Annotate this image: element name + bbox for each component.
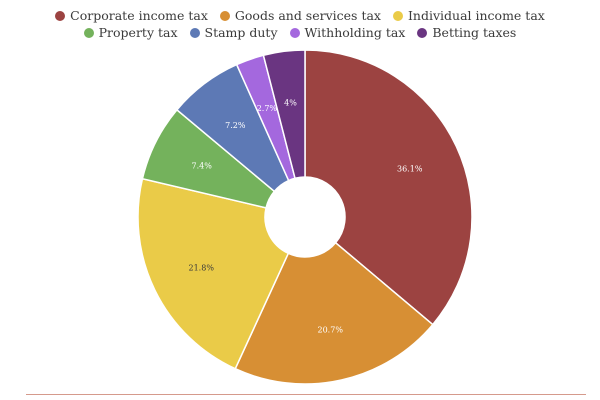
legend-item[interactable]: Withholding tax [289,25,406,40]
legend-label: Betting taxes [432,25,517,40]
legend-label: Property tax [98,25,178,40]
legend-swatch [219,10,230,21]
legend-swatch [55,10,66,21]
bottom-divider [26,394,586,395]
pie-slice[interactable] [304,49,473,326]
slice-label: 7.4% [192,161,213,170]
slice-label: 7.2% [225,121,246,130]
legend-label: Corporate income tax [70,8,208,23]
legend-item[interactable]: Individual income tax [392,8,545,23]
legend-label: Goods and services tax [234,8,381,23]
pie-slice[interactable] [234,241,434,385]
legend-item[interactable]: Corporate income tax [55,8,208,23]
pie-slice[interactable] [262,49,306,180]
legend-swatch [189,27,200,38]
legend-label: Stamp duty [204,25,278,40]
slice-label: 4% [284,98,297,107]
legend-label: Individual income tax [407,8,545,23]
legend-item[interactable]: Goods and services tax [219,8,381,23]
pie-slice[interactable] [137,177,290,370]
slice-label: 20.7% [318,326,344,335]
legend-swatch [392,10,403,21]
legend-label: Withholding tax [304,25,406,40]
legend-item[interactable]: Stamp duty [189,25,278,40]
legend-swatch [83,27,94,38]
legend-swatch [417,27,428,38]
legend-item[interactable]: Betting taxes [417,25,516,40]
legend-item[interactable]: Property tax [83,25,178,40]
slice-label: 21.8% [189,264,215,273]
legend-swatch [289,27,300,38]
chart-legend: Corporate income tax Goods and services t… [0,8,600,40]
slice-label: 36.1% [397,164,423,173]
slice-label: 2.7% [257,104,278,113]
